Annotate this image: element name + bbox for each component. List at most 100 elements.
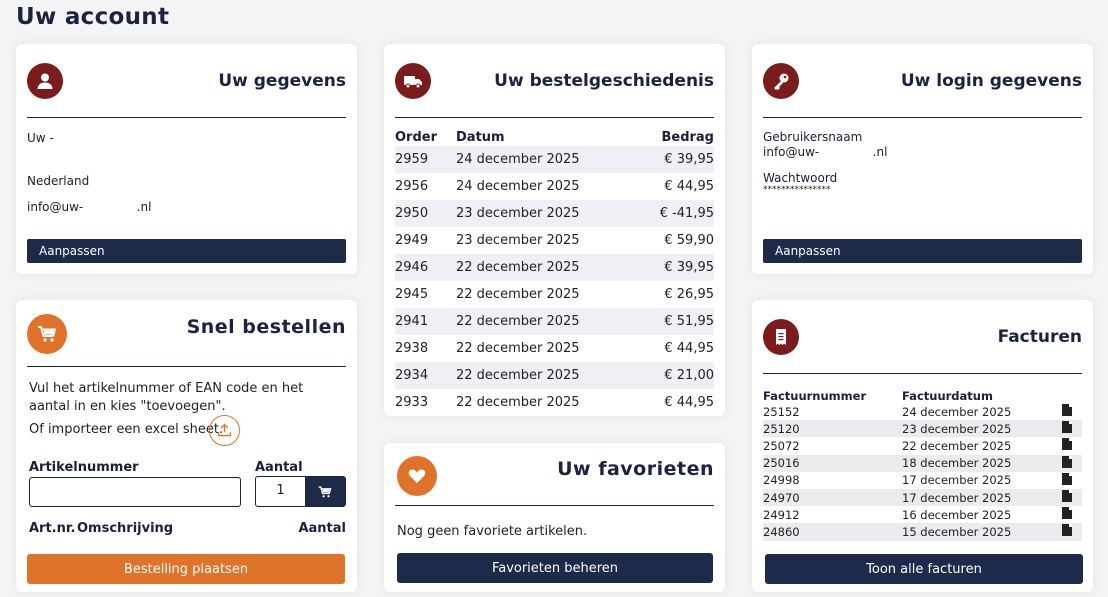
username-value: info@uw- .nl: [763, 145, 888, 159]
divider: [763, 117, 1082, 118]
quick-order-card: Snel bestellen Vul het artikelnummer of …: [16, 300, 357, 592]
divider: [395, 117, 714, 118]
invoice-date: 22 december 2025: [902, 437, 1062, 455]
personal-details-card: Uw gegevens Uw - Nederland info@uw- .nl …: [16, 44, 357, 274]
divider: [763, 373, 1082, 374]
table-row[interactable]: 2950 23 december 2025 € -41,95: [395, 200, 714, 227]
order-number: 2938: [395, 341, 429, 356]
order-amount: € 21,00: [635, 362, 714, 389]
order-date: 24 december 2025: [456, 146, 636, 173]
email-text: info@uw- .nl: [27, 200, 152, 214]
order-number: 2934: [395, 362, 456, 389]
invoice-number: 24970: [763, 488, 902, 507]
show-all-invoices-button[interactable]: Toon alle facturen: [765, 554, 1083, 584]
article-number-input[interactable]: [29, 477, 241, 507]
quantity-input[interactable]: 1: [276, 483, 285, 498]
pdf-icon[interactable]: [1062, 507, 1072, 520]
login-details-title: Uw login gegevens: [900, 71, 1082, 91]
edit-login-button[interactable]: Aanpassen: [763, 239, 1082, 263]
column-header-artnr: Art.nr.: [29, 521, 76, 536]
invoice-date: 17 december 2025: [902, 488, 1062, 507]
quantity-field: 1: [255, 476, 346, 507]
table-row[interactable]: 2946 22 december 2025 € 39,95: [395, 254, 714, 281]
table-row[interactable]: 24970 17 december 2025: [763, 488, 1082, 507]
order-amount: € 39,95: [635, 146, 714, 173]
login-details-card: Uw login gegevens Gebruikersnaam info@uw…: [752, 44, 1093, 274]
invoice-date: 23 december 2025: [902, 420, 1062, 438]
pdf-icon[interactable]: [1062, 455, 1072, 468]
order-history-card: Uw bestelgeschiedenis Order Datum Bedrag…: [384, 44, 725, 416]
order-date: 22 december 2025: [456, 362, 636, 389]
order-amount: € 44,95: [664, 179, 714, 194]
key-icon: [763, 63, 799, 99]
order-number: 2945: [395, 287, 429, 302]
order-number: 2959: [395, 146, 456, 173]
table-row[interactable]: 24998 17 december 2025: [763, 471, 1082, 489]
table-row[interactable]: 2933 22 december 2025 € 44,95: [395, 389, 714, 416]
invoices-card: Facturen Factuurnummer Factuurdatum 2515…: [752, 300, 1093, 592]
table-row[interactable]: 2941 22 december 2025 € 51,95: [395, 308, 714, 335]
column-header-date: Datum: [456, 129, 505, 145]
table-row[interactable]: 2959 24 december 2025 € 39,95: [395, 146, 714, 173]
table-row[interactable]: 25016 18 december 2025: [763, 454, 1082, 472]
table-row[interactable]: 24912 16 december 2025: [763, 506, 1082, 524]
import-text: Of importeer een excel sheet.: [29, 422, 224, 437]
table-row[interactable]: 2934 22 december 2025 € 21,00: [395, 362, 714, 389]
article-number-label: Artikelnummer: [29, 460, 139, 475]
order-amount: € 44,95: [664, 395, 714, 410]
order-amount: € 59,90: [664, 233, 714, 248]
column-header-invoice-date: Factuurdatum: [902, 388, 993, 403]
receipt-icon: [763, 319, 799, 355]
orders-table: Order Datum Bedrag 2959 24 december 2025 €…: [395, 128, 714, 416]
edit-details-button[interactable]: Aanpassen: [27, 239, 346, 263]
table-row[interactable]: 25152 24 december 2025: [763, 403, 1082, 421]
table-row[interactable]: 25072 22 december 2025: [763, 437, 1082, 455]
order-amount: € 51,95: [635, 308, 714, 335]
invoices-title: Facturen: [997, 327, 1082, 347]
quick-order-instructions: Vul het artikelnummer of EAN code en het…: [29, 381, 304, 414]
table-row[interactable]: 25120 23 december 2025: [763, 420, 1082, 438]
user-icon: [27, 63, 63, 99]
invoice-date: 24 december 2025: [902, 403, 1062, 421]
table-row[interactable]: 2956 24 december 2025 € 44,95: [395, 173, 714, 200]
upload-icon[interactable]: [209, 415, 240, 446]
invoice-number: 25016: [763, 454, 902, 472]
favorites-title: Uw favorieten: [557, 458, 714, 480]
invoice-date: 18 december 2025: [902, 454, 1062, 472]
pdf-icon[interactable]: [1062, 472, 1072, 485]
column-header-quantity: Aantal: [298, 521, 346, 536]
order-number: 2941: [395, 308, 456, 335]
invoices-table: Factuurnummer Factuurdatum 25152 24 decem…: [763, 388, 1082, 541]
order-date: 23 december 2025: [456, 200, 636, 227]
place-order-button[interactable]: Bestelling plaatsen: [27, 554, 345, 584]
order-number: 2946: [395, 254, 456, 281]
pdf-icon[interactable]: [1062, 438, 1072, 451]
manage-favorites-button[interactable]: Favorieten beheren: [397, 553, 713, 583]
orders-header-row: Order Datum Bedrag: [395, 128, 714, 146]
order-number: 2956: [395, 179, 429, 194]
order-number: 2933: [395, 395, 429, 410]
order-date: 22 december 2025: [456, 395, 580, 410]
pdf-icon[interactable]: [1062, 404, 1072, 417]
cart-icon: [27, 314, 67, 354]
table-row[interactable]: 2938 22 december 2025 € 44,95: [395, 335, 714, 362]
order-date: 24 december 2025: [456, 179, 580, 194]
pdf-icon[interactable]: [1062, 421, 1072, 434]
order-date: 23 december 2025: [456, 233, 580, 248]
invoice-date: 15 december 2025: [902, 523, 1062, 541]
order-date: 22 december 2025: [456, 287, 580, 302]
quantity-label: Aantal: [255, 460, 303, 475]
username-label: Gebruikersnaam: [763, 130, 863, 144]
invoice-number: 25120: [763, 420, 902, 438]
divider: [27, 117, 346, 118]
column-header-order: Order: [395, 129, 437, 145]
pdf-icon[interactable]: [1062, 524, 1072, 537]
table-row[interactable]: 2949 23 december 2025 € 59,90: [395, 227, 714, 254]
add-to-cart-button[interactable]: [305, 477, 345, 506]
order-number: 2949: [395, 233, 429, 248]
country-text: Nederland: [27, 174, 90, 188]
table-row[interactable]: 2945 22 december 2025 € 26,95: [395, 281, 714, 308]
table-row[interactable]: 24860 15 december 2025: [763, 523, 1082, 541]
pdf-icon[interactable]: [1062, 490, 1072, 503]
column-header-description: Omschrijving: [77, 521, 174, 536]
